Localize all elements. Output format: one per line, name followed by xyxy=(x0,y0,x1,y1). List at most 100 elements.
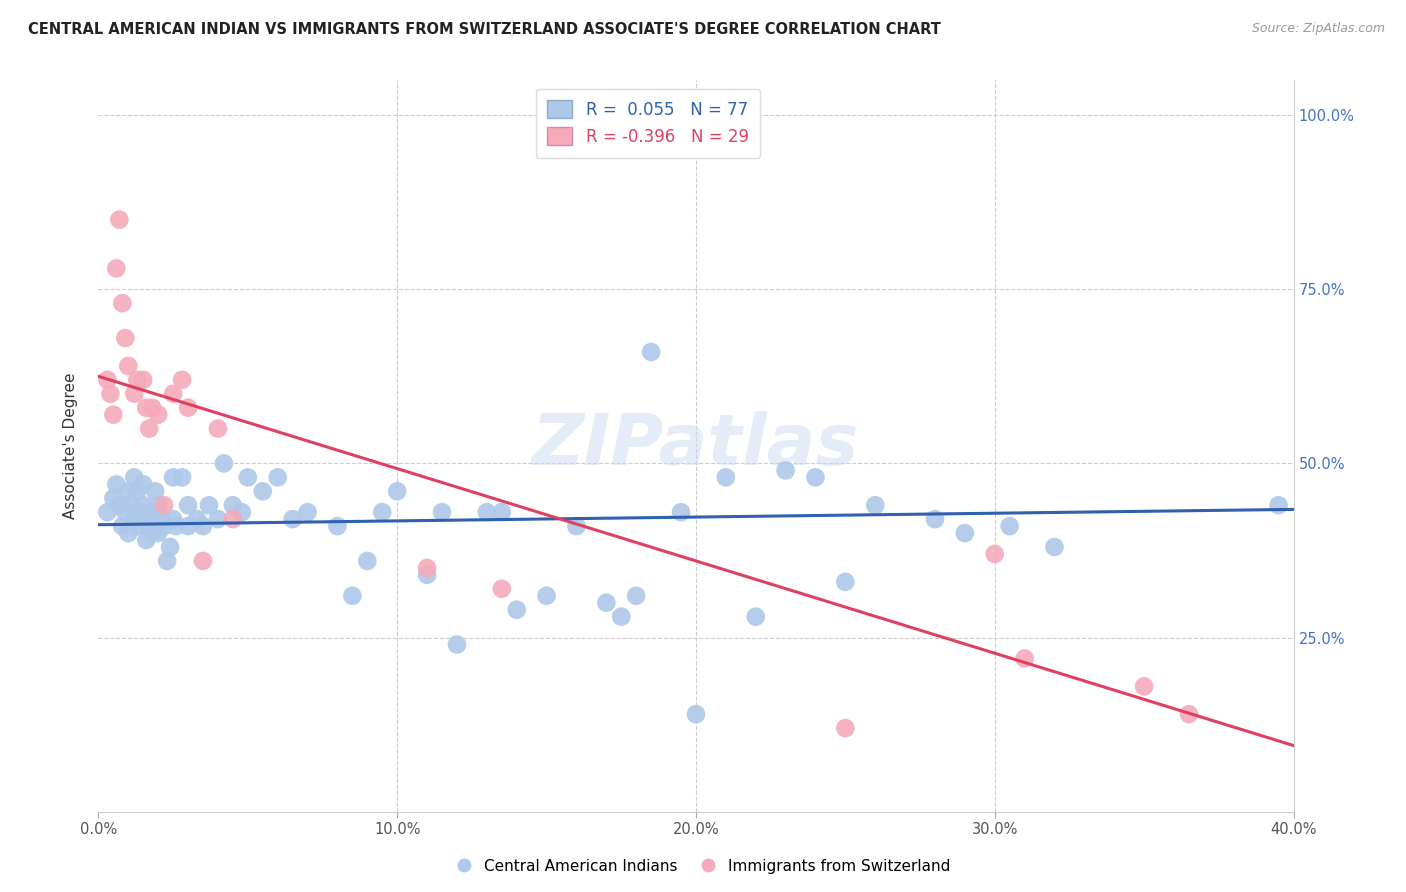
Point xyxy=(669,505,692,519)
Point xyxy=(153,519,176,533)
Point xyxy=(117,526,139,541)
Point xyxy=(172,373,194,387)
Point xyxy=(148,408,170,422)
Point xyxy=(385,484,409,499)
Point xyxy=(162,512,184,526)
Point xyxy=(124,386,146,401)
Point xyxy=(114,331,136,345)
Point xyxy=(775,463,797,477)
Point xyxy=(172,470,194,484)
Point xyxy=(153,498,176,512)
Point xyxy=(252,484,274,499)
Point xyxy=(536,589,558,603)
Point xyxy=(430,505,453,519)
Point xyxy=(143,505,166,519)
Point xyxy=(236,470,259,484)
Point xyxy=(207,512,229,526)
Point xyxy=(96,373,118,387)
Point xyxy=(491,505,513,519)
Point xyxy=(475,505,498,519)
Point xyxy=(491,582,513,596)
Point xyxy=(804,470,827,484)
Point xyxy=(1133,679,1156,693)
Point xyxy=(111,519,134,533)
Point xyxy=(117,484,139,499)
Point xyxy=(96,505,118,519)
Point xyxy=(834,721,856,735)
Point xyxy=(231,505,253,519)
Text: CENTRAL AMERICAN INDIAN VS IMMIGRANTS FROM SWITZERLAND ASSOCIATE'S DEGREE CORREL: CENTRAL AMERICAN INDIAN VS IMMIGRANTS FR… xyxy=(28,22,941,37)
Point xyxy=(924,512,946,526)
Point xyxy=(127,373,149,387)
Point xyxy=(117,359,139,373)
Point xyxy=(640,345,662,359)
Point xyxy=(342,589,364,603)
Point xyxy=(114,505,136,519)
Point xyxy=(222,498,245,512)
Point xyxy=(156,554,179,568)
Point xyxy=(105,261,128,276)
Point xyxy=(565,519,588,533)
Point xyxy=(207,421,229,435)
Point xyxy=(132,477,155,491)
Point xyxy=(141,526,163,541)
Point xyxy=(1043,540,1066,554)
Point xyxy=(177,519,200,533)
Point xyxy=(506,603,529,617)
Legend: R =  0.055   N = 77, R = -0.396   N = 29: R = 0.055 N = 77, R = -0.396 N = 29 xyxy=(536,88,761,158)
Point xyxy=(953,526,976,541)
Point xyxy=(150,512,173,526)
Point xyxy=(595,596,617,610)
Point xyxy=(1178,707,1201,722)
Point xyxy=(371,505,394,519)
Point xyxy=(222,512,245,526)
Point xyxy=(610,609,633,624)
Point xyxy=(326,519,349,533)
Y-axis label: Associate's Degree: Associate's Degree xyxy=(63,373,77,519)
Point xyxy=(162,386,184,401)
Point xyxy=(281,512,304,526)
Point xyxy=(446,638,468,652)
Point xyxy=(834,574,856,589)
Point xyxy=(141,512,163,526)
Point xyxy=(191,554,214,568)
Point xyxy=(132,498,155,512)
Point xyxy=(162,470,184,484)
Point xyxy=(191,519,214,533)
Point xyxy=(865,498,887,512)
Point xyxy=(143,484,166,499)
Point xyxy=(165,519,187,533)
Point xyxy=(127,519,149,533)
Point xyxy=(98,386,122,401)
Legend: Central American Indians, Immigrants from Switzerland: Central American Indians, Immigrants fro… xyxy=(450,853,956,880)
Point xyxy=(120,498,142,512)
Point xyxy=(141,401,163,415)
Point xyxy=(745,609,768,624)
Point xyxy=(138,519,160,533)
Point xyxy=(127,484,149,499)
Point xyxy=(135,401,157,415)
Point xyxy=(685,707,707,722)
Point xyxy=(1267,498,1289,512)
Point xyxy=(177,498,200,512)
Point xyxy=(198,498,221,512)
Point xyxy=(177,401,200,415)
Point xyxy=(135,533,157,547)
Point xyxy=(108,212,131,227)
Point xyxy=(267,470,290,484)
Point xyxy=(129,505,152,519)
Point xyxy=(105,477,128,491)
Point xyxy=(356,554,378,568)
Point xyxy=(984,547,1007,561)
Point xyxy=(626,589,648,603)
Point xyxy=(212,457,235,471)
Point xyxy=(124,512,146,526)
Point xyxy=(148,498,170,512)
Point xyxy=(103,408,125,422)
Point xyxy=(998,519,1021,533)
Point xyxy=(108,498,131,512)
Point xyxy=(714,470,737,484)
Point xyxy=(124,470,146,484)
Point xyxy=(416,561,439,575)
Text: ZIPatlas: ZIPatlas xyxy=(533,411,859,481)
